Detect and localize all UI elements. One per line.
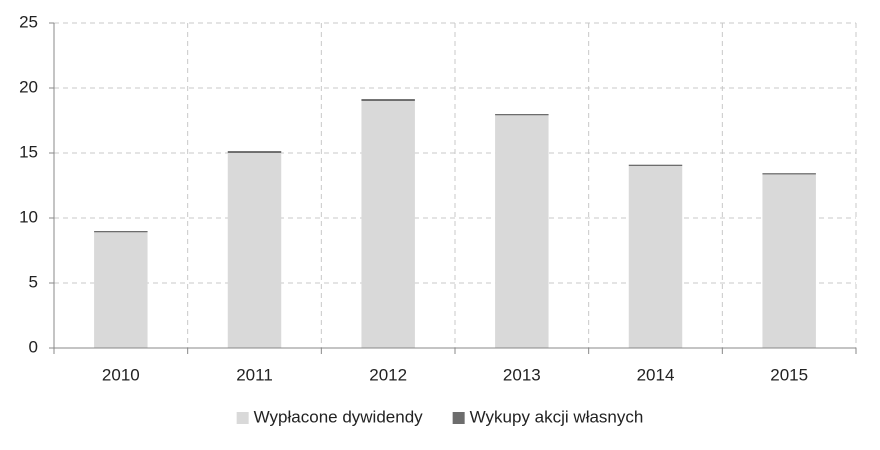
bar xyxy=(628,166,683,348)
legend-label: Wykupy akcji własnych xyxy=(470,407,644,426)
x-tick-label: 2012 xyxy=(369,365,407,384)
bar xyxy=(495,115,549,348)
legend-label: Wypłacone dywidendy xyxy=(254,407,423,426)
x-tick-label: 2010 xyxy=(102,365,140,384)
bar xyxy=(495,114,549,116)
y-tick-label: 5 xyxy=(29,272,38,291)
x-tick-label: 2013 xyxy=(503,365,541,384)
bar xyxy=(628,164,683,166)
y-tick-label: 0 xyxy=(29,337,38,356)
bar xyxy=(762,173,816,175)
y-tick-label: 25 xyxy=(19,12,38,31)
y-tick-label: 20 xyxy=(19,77,38,96)
legend: Wypłacone dywidendy Wykupy akcji własnych xyxy=(236,407,644,426)
bar xyxy=(762,174,816,348)
bar xyxy=(227,153,282,348)
bar xyxy=(94,232,148,348)
y-tick-label: 10 xyxy=(19,207,38,226)
bar xyxy=(227,151,282,153)
bar xyxy=(94,231,148,233)
x-tick-label: 2015 xyxy=(770,365,808,384)
legend-swatch xyxy=(452,412,465,424)
x-tick-label: 2011 xyxy=(236,365,273,384)
bar xyxy=(361,99,415,101)
y-tick-label: 15 xyxy=(19,142,38,161)
legend-swatch xyxy=(236,412,249,424)
bar xyxy=(361,101,415,348)
x-tick-label: 2014 xyxy=(637,365,675,384)
